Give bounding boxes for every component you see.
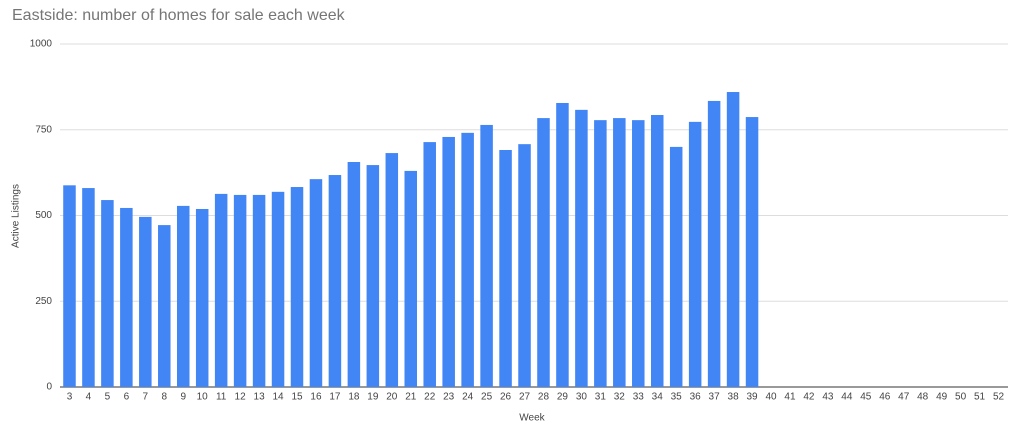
x-tick-label: 51: [974, 392, 986, 403]
x-tick-label: 46: [879, 392, 891, 403]
x-tick-label: 15: [291, 392, 303, 403]
bar: [195, 208, 209, 387]
bar: [176, 205, 190, 387]
bar: [271, 191, 285, 387]
bar: [309, 179, 323, 387]
bar: [63, 185, 76, 387]
x-tick-label: 52: [993, 392, 1005, 403]
x-tick-label: 4: [86, 392, 92, 403]
x-tick-label: 8: [161, 392, 167, 403]
bar: [480, 124, 493, 387]
x-tick-label: 36: [690, 392, 702, 403]
bar: [594, 120, 607, 388]
x-tick-label: 28: [538, 392, 550, 403]
x-tick-label: 31: [595, 392, 607, 403]
x-tick-label: 32: [614, 392, 626, 403]
bar: [423, 142, 436, 387]
bar: [632, 120, 645, 388]
bar: [82, 188, 95, 387]
y-tick-label: 0: [46, 382, 52, 393]
x-tick-label: 25: [481, 392, 493, 403]
bar: [688, 121, 702, 388]
bar: [745, 117, 759, 388]
x-tick-label: 23: [443, 392, 455, 403]
x-tick-label: 47: [898, 392, 910, 403]
bar: [613, 118, 626, 387]
x-tick-label: 21: [405, 392, 417, 403]
y-tick-label: 250: [35, 296, 52, 307]
x-tick-label: 7: [143, 392, 149, 403]
x-tick-label: 3: [67, 392, 73, 403]
x-tick-label: 37: [709, 392, 721, 403]
y-tick-label: 500: [35, 210, 52, 221]
bar: [669, 146, 683, 387]
x-tick-label: 34: [652, 392, 664, 403]
x-tick-label: 43: [822, 392, 834, 403]
bar: [518, 144, 531, 387]
x-tick-label: 22: [424, 392, 436, 403]
x-tick-label: 30: [576, 392, 588, 403]
bar: [101, 200, 114, 387]
bar: [385, 153, 399, 387]
x-tick-label: 48: [917, 392, 929, 403]
bar: [233, 194, 247, 387]
y-tick-label: 1000: [30, 39, 53, 50]
x-tick-label: 16: [310, 392, 322, 403]
x-tick-label: 29: [557, 392, 569, 403]
x-tick-label: 41: [784, 392, 796, 403]
x-tick-label: 35: [671, 392, 683, 403]
x-tick-label: 13: [254, 392, 266, 403]
x-tick-label: 9: [180, 392, 186, 403]
x-tick-label: 20: [386, 392, 398, 403]
x-tick-label: 45: [860, 392, 872, 403]
x-tick-label: 19: [367, 392, 379, 403]
bar: [120, 207, 133, 387]
chart-title: Eastside: number of homes for sale each …: [12, 7, 346, 24]
bar: [366, 165, 380, 387]
x-tick-label: 17: [329, 392, 341, 403]
x-tick-label: 24: [462, 392, 474, 403]
bar: [726, 92, 740, 388]
x-tick-label: 11: [216, 392, 227, 403]
bar: [252, 194, 266, 387]
y-tick-label: 750: [35, 124, 52, 135]
x-tick-label: 10: [197, 392, 209, 403]
bar: [214, 193, 228, 387]
x-tick-label: 14: [272, 392, 284, 403]
bar: [290, 187, 304, 387]
bar: [404, 170, 418, 387]
bar: [499, 149, 512, 387]
bar: [461, 132, 474, 387]
bar: [575, 109, 588, 387]
bar: [650, 115, 664, 387]
x-tick-label: 44: [841, 392, 853, 403]
bar: [158, 225, 171, 387]
x-tick-label: 42: [803, 392, 815, 403]
x-tick-label: 26: [500, 392, 512, 403]
x-tick-label: 18: [348, 392, 360, 403]
x-tick-label: 40: [765, 392, 777, 403]
x-tick-label: 38: [728, 392, 740, 403]
x-tick-label: 5: [105, 392, 111, 403]
x-tick-label: 39: [746, 392, 758, 403]
bar: [442, 136, 455, 387]
bar: [707, 100, 721, 388]
x-tick-label: 12: [235, 392, 247, 403]
x-tick-label: 6: [124, 392, 130, 403]
x-tick-label: 33: [633, 392, 645, 403]
x-tick-label: 49: [936, 392, 948, 403]
x-tick-label: 27: [519, 392, 531, 403]
bar: [537, 118, 550, 387]
bar: [556, 102, 569, 387]
x-axis-title: Week: [519, 413, 545, 424]
bar: [347, 161, 361, 387]
bar: [328, 175, 342, 387]
bar: [139, 216, 152, 387]
y-axis-title: Active Listings: [11, 184, 22, 248]
x-tick-label: 50: [955, 392, 967, 403]
